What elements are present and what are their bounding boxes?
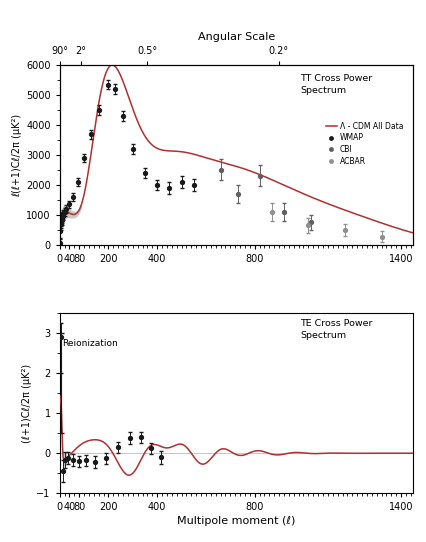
X-axis label: Multipole moment (ℓ): Multipole moment (ℓ) <box>177 517 296 526</box>
Legend: Λ - CDM All Data, WMAP, CBI, ACBAR: Λ - CDM All Data, WMAP, CBI, ACBAR <box>323 119 406 168</box>
Text: TE Cross Power
Spectrum: TE Cross Power Spectrum <box>300 319 373 339</box>
Text: Reionization: Reionization <box>63 339 118 348</box>
Y-axis label: ℓ(ℓ+1)Cℓ/2π (μK²): ℓ(ℓ+1)Cℓ/2π (μK²) <box>12 113 22 197</box>
Text: TT Cross Power
Spectrum: TT Cross Power Spectrum <box>300 74 372 95</box>
X-axis label: Angular Scale: Angular Scale <box>198 33 275 42</box>
Y-axis label: (ℓ+1)Cℓ/2π (μK²): (ℓ+1)Cℓ/2π (μK²) <box>22 364 32 443</box>
